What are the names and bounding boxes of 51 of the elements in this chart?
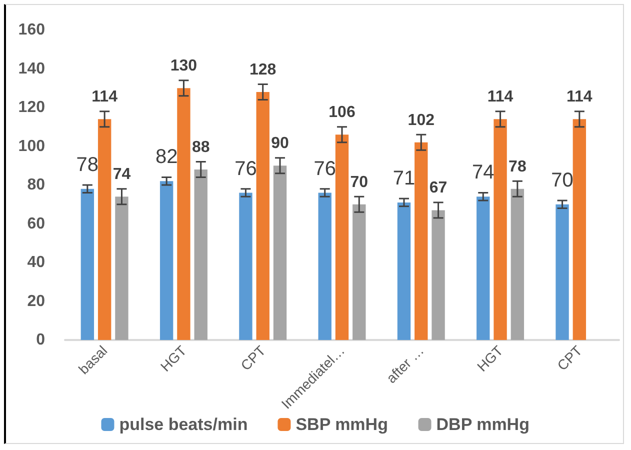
legend-label: SBP mmHg — [296, 415, 388, 434]
data-label: 78 — [76, 154, 99, 176]
data-label: 70 — [551, 169, 574, 192]
data-label: 102 — [408, 112, 435, 129]
bar — [98, 119, 112, 340]
bar — [273, 166, 287, 340]
data-label: 76 — [314, 158, 336, 180]
data-label: 128 — [250, 62, 276, 78]
data-label: 67 — [429, 180, 448, 197]
y-tick-label: 160 — [18, 22, 46, 38]
y-tick-label: 80 — [27, 176, 46, 194]
bar — [194, 170, 208, 340]
bar — [572, 119, 586, 340]
bar — [239, 192, 252, 340]
bar — [318, 192, 332, 340]
bar — [335, 134, 349, 340]
y-tick-label: 100 — [18, 138, 46, 155]
y-tick-label: 40 — [27, 254, 46, 271]
data-label: 130 — [170, 58, 198, 75]
legend-label: pulse beats/min — [119, 415, 248, 434]
data-label: 114 — [487, 88, 514, 106]
y-tick-label: 20 — [27, 292, 46, 310]
data-label: 78 — [508, 158, 526, 176]
y-tick-label: 120 — [18, 99, 46, 116]
bar — [397, 202, 411, 340]
bar — [160, 181, 174, 340]
data-label: 114 — [566, 88, 592, 106]
data-label: 88 — [192, 139, 210, 156]
bar — [414, 142, 428, 340]
data-label: 82 — [155, 146, 178, 168]
bar — [494, 119, 507, 340]
y-tick-label: 140 — [18, 60, 46, 78]
bar — [556, 204, 569, 340]
bar — [115, 196, 128, 340]
data-label: 70 — [350, 174, 368, 191]
y-tick-label: 0 — [36, 332, 46, 348]
data-label: 74 — [112, 166, 131, 184]
bar — [256, 92, 270, 340]
bar — [432, 210, 445, 340]
data-label: 76 — [234, 158, 257, 180]
bar — [80, 188, 94, 340]
y-tick-label: 60 — [27, 215, 46, 232]
data-label: 90 — [271, 135, 290, 152]
legend-label: DBP mmHg — [436, 415, 530, 434]
bar — [510, 188, 524, 340]
bar — [352, 204, 366, 340]
data-label: 71 — [392, 167, 416, 190]
bar — [177, 88, 190, 340]
bar — [476, 196, 490, 340]
data-label: 106 — [328, 104, 356, 122]
data-label: 114 — [92, 88, 118, 106]
